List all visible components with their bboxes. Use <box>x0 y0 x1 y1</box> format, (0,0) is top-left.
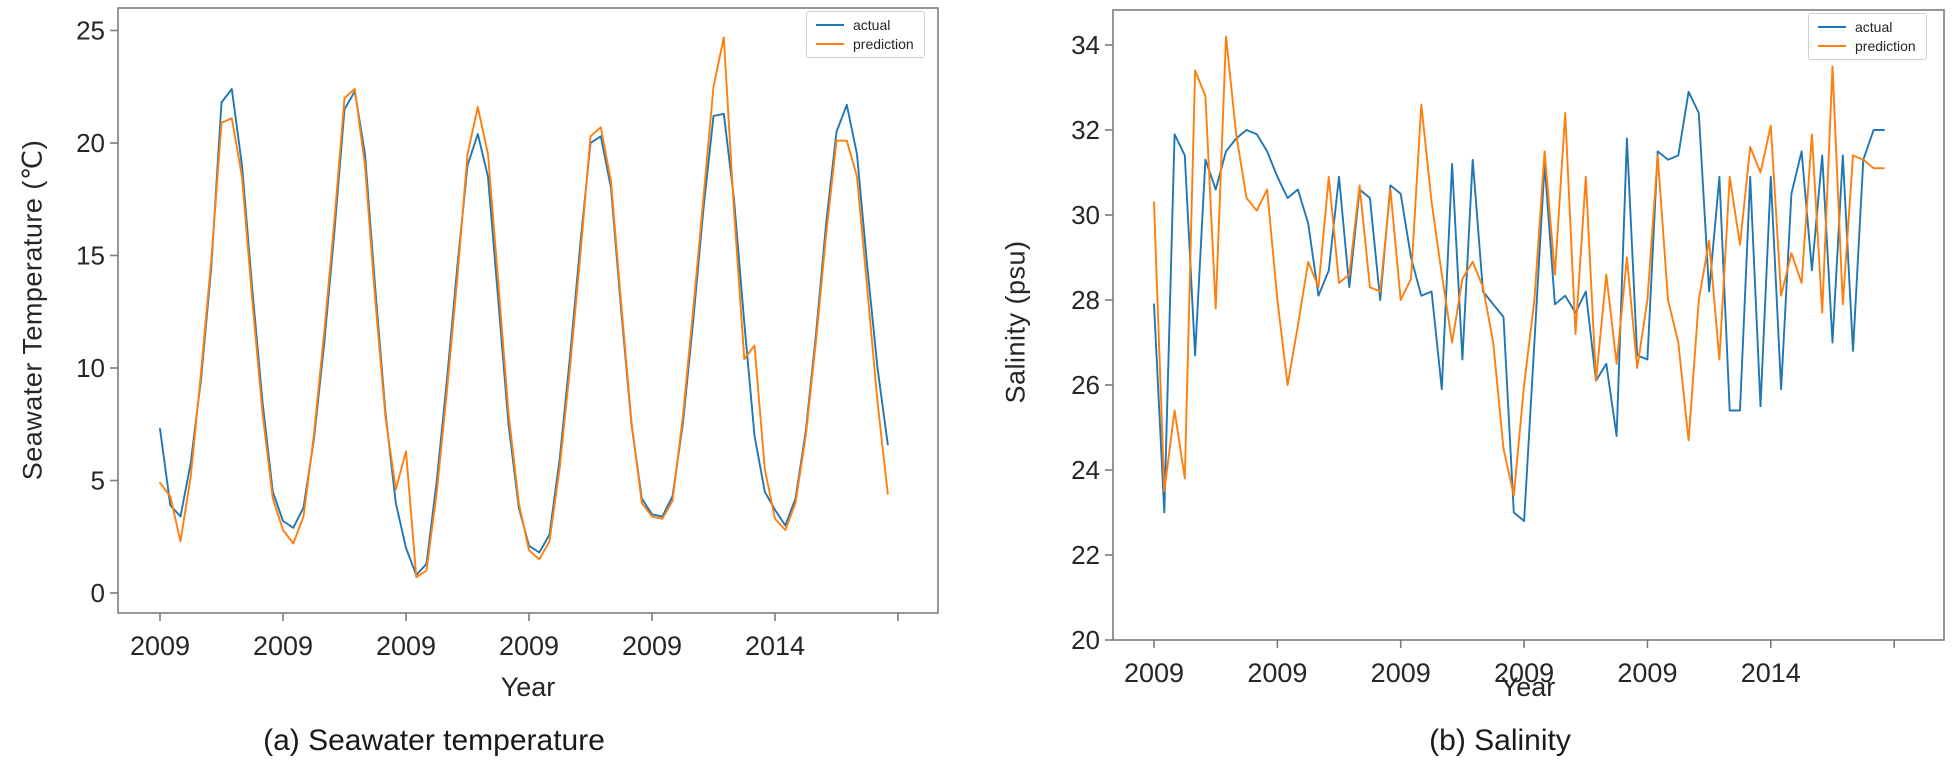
legend-temperature: actual prediction <box>806 11 925 58</box>
legend-item-actual: actual <box>1818 20 1916 34</box>
y-tick-label: 20 <box>76 128 105 158</box>
x-tick-label: 2009 <box>1494 658 1554 688</box>
y-tick-label: 25 <box>76 16 105 46</box>
y-axis-label-temperature: Seawater Temperature (℃) <box>17 139 48 481</box>
y-tick-label: 10 <box>76 353 105 383</box>
y-tick-label: 5 <box>91 466 105 496</box>
legend-item-actual: actual <box>816 18 914 32</box>
legend-label-actual: actual <box>1855 19 1893 35</box>
x-axis-label-year-right: Year <box>1500 672 1556 702</box>
y-tick-label: 26 <box>1071 370 1100 400</box>
x-tick-label: 2014 <box>1741 658 1801 688</box>
plot-border <box>117 7 939 614</box>
x-tick-label: 2009 <box>1617 658 1677 688</box>
prediction-series-line <box>1153 35 1885 497</box>
prediction-line-swatch <box>816 43 844 45</box>
x-tick-label: 2009 <box>253 631 313 661</box>
legend-label-actual: actual <box>853 17 891 33</box>
prediction-line-swatch <box>1818 45 1846 47</box>
x-tick-label: 2009 <box>376 631 436 661</box>
y-axis-label-salinity: Salinity (psu) <box>1000 240 1031 404</box>
x-tick-label: 2009 <box>1247 658 1307 688</box>
caption-seawater-temperature: (a) Seawater temperature <box>263 724 605 757</box>
seawater-temperature-plot: 0 5 10 15 20 25 2009 2009 2009 2009 2009 2014 <box>76 7 939 661</box>
y-tick-label: 20 <box>1071 625 1100 655</box>
actual-series-line <box>1153 90 1885 522</box>
y-tick-label: 32 <box>1071 115 1100 145</box>
x-axis-label-year-left: Year <box>500 672 556 702</box>
x-tick-label: 2009 <box>499 631 559 661</box>
legend-label-prediction: prediction <box>853 36 914 52</box>
x-tick-label: 2009 <box>622 631 682 661</box>
legend-label-prediction: prediction <box>1855 38 1916 54</box>
actual-series-line <box>159 88 889 576</box>
x-tick-label: 2009 <box>130 631 190 661</box>
y-tick-label: 34 <box>1071 30 1100 60</box>
plot-border <box>1112 9 1945 641</box>
prediction-series-line <box>159 36 889 579</box>
y-tick-label: 24 <box>1071 455 1100 485</box>
x-tick-label: 2009 <box>1371 658 1431 688</box>
legend-item-prediction: prediction <box>1818 39 1916 53</box>
caption-salinity: (b) Salinity <box>1429 724 1571 757</box>
legend-salinity: actual prediction <box>1808 13 1927 60</box>
y-tick-label: 0 <box>91 578 105 608</box>
y-tick-label: 30 <box>1071 200 1100 230</box>
legend-item-prediction: prediction <box>816 37 914 51</box>
x-tick-label: 2009 <box>1124 658 1184 688</box>
actual-line-swatch <box>1818 26 1846 28</box>
salinity-plot: 20 22 24 26 28 30 32 34 2009 2009 2009 2009 2009 2014 <box>1071 9 1945 688</box>
x-tick-label: 2014 <box>745 631 805 661</box>
actual-line-swatch <box>816 24 844 26</box>
y-tick-label: 15 <box>76 241 105 271</box>
y-tick-label: 28 <box>1071 285 1100 315</box>
y-tick-label: 22 <box>1071 540 1100 570</box>
